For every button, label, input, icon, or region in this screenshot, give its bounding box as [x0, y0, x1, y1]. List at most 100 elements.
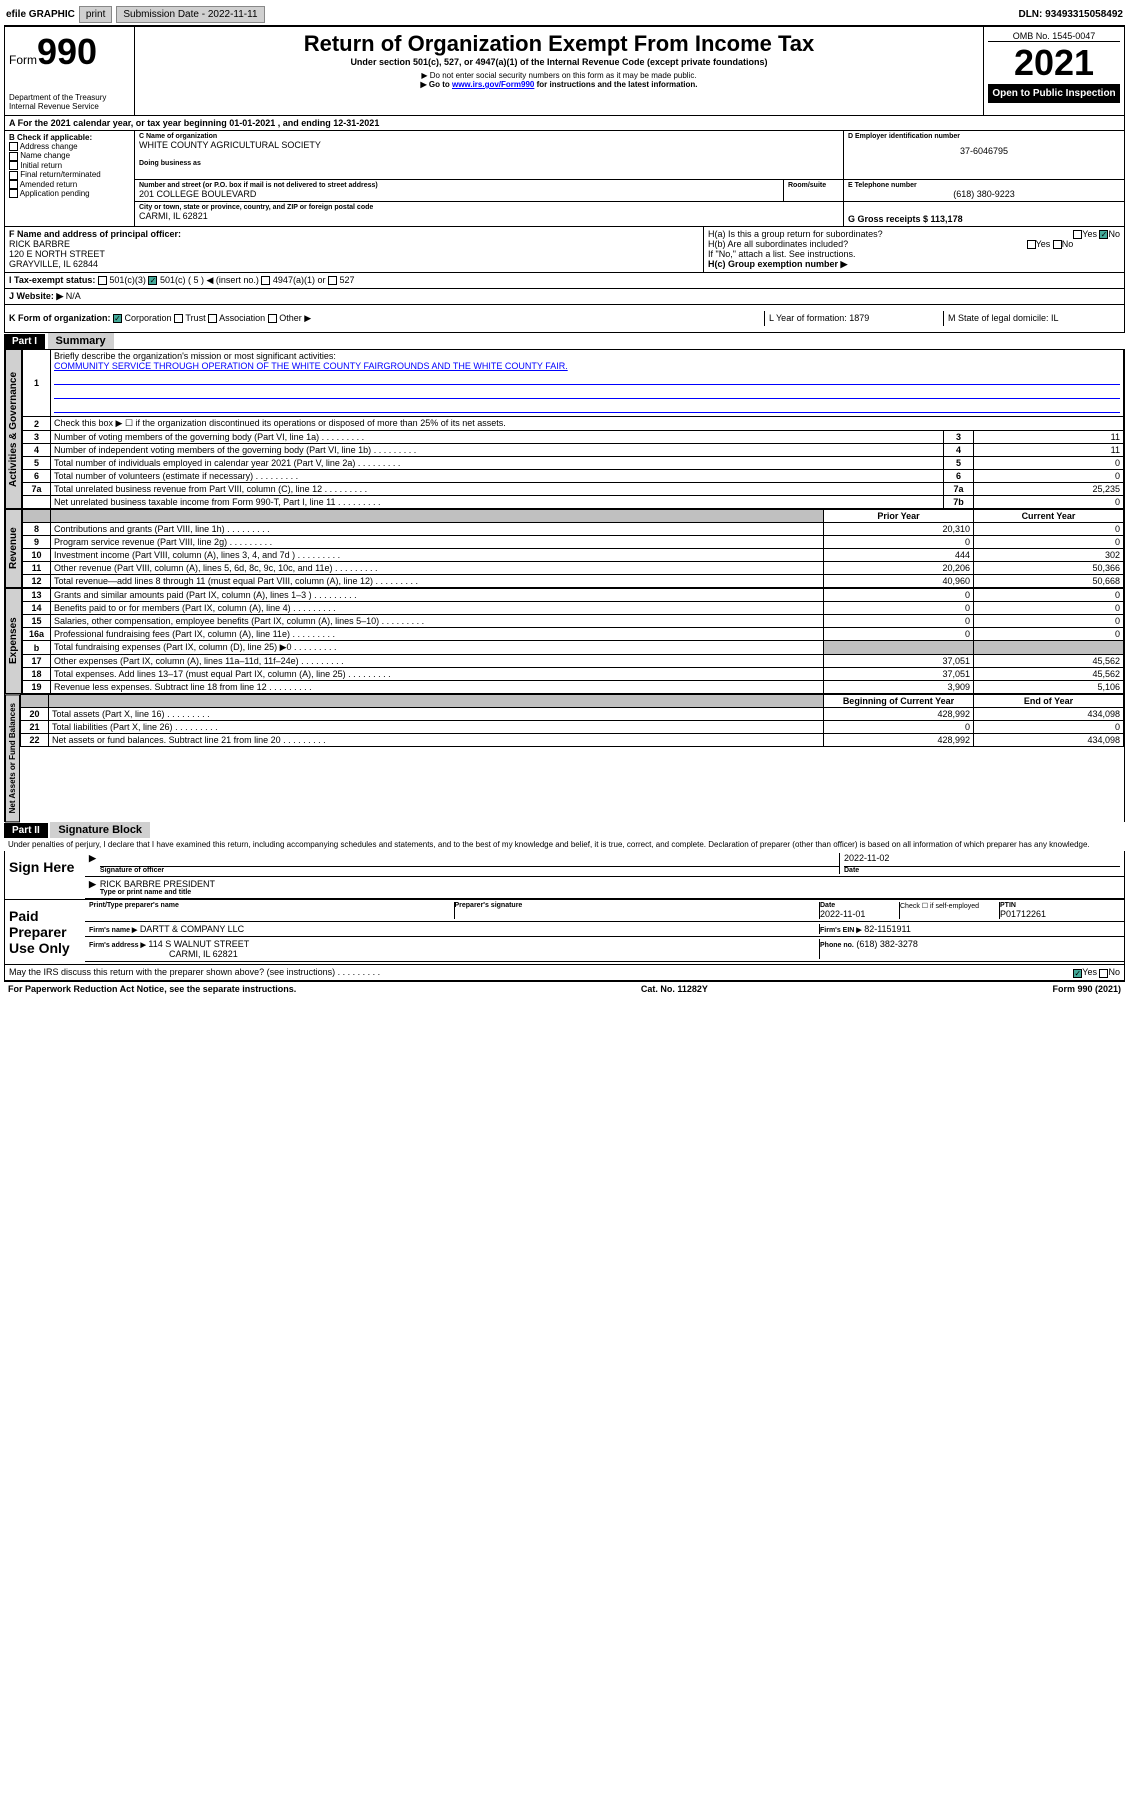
- part2-title: Signature Block: [50, 822, 150, 838]
- checkbox-final[interactable]: [9, 171, 18, 180]
- sig-date-label: Date: [844, 867, 1120, 874]
- form-num: 990: [37, 31, 97, 72]
- i-501c3: 501(c)(3): [109, 275, 146, 285]
- table-row: 16aProfessional fundraising fees (Part I…: [23, 628, 1124, 641]
- table-row: 14Benefits paid to or for members (Part …: [23, 602, 1124, 615]
- i-4947-cb[interactable]: [261, 276, 270, 285]
- part2-header: Part II: [4, 823, 48, 838]
- b-pending: Application pending: [9, 189, 130, 198]
- f-addr2: GRAYVILLE, IL 62844: [9, 259, 699, 269]
- hb-label: H(b) Are all subordinates included?: [708, 239, 848, 249]
- gov-table: 1 Briefly describe the organization's mi…: [22, 349, 1124, 509]
- addr-label: Number and street (or P.O. box if mail i…: [139, 182, 779, 189]
- k-assoc-cb[interactable]: [208, 314, 217, 323]
- table-row: 6Total number of volunteers (estimate if…: [23, 470, 1124, 483]
- irs-link[interactable]: www.irs.gov/Form990: [452, 80, 534, 89]
- arrow-icon-2: ▶: [89, 879, 96, 896]
- table-row: 7aTotal unrelated business revenue from …: [23, 483, 1124, 496]
- table-row: 15Salaries, other compensation, employee…: [23, 615, 1124, 628]
- city-cell: City or town, state or province, country…: [135, 202, 844, 226]
- col-current: Current Year: [974, 510, 1124, 523]
- city-value: CARMI, IL 62821: [139, 211, 839, 221]
- table-row: 21Total liabilities (Part X, line 26)00: [21, 721, 1124, 734]
- addr-cell: Number and street (or P.O. box if mail i…: [135, 180, 784, 201]
- table-row: bTotal fundraising expenses (Part IX, co…: [23, 641, 1124, 655]
- table-row: 22Net assets or fund balances. Subtract …: [21, 734, 1124, 747]
- table-row: 13Grants and similar amounts paid (Part …: [23, 589, 1124, 602]
- i-527-cb[interactable]: [328, 276, 337, 285]
- f-label: F Name and address of principal officer:: [9, 229, 699, 239]
- h-cell: H(a) Is this a group return for subordin…: [704, 227, 1124, 272]
- prep-sig-label: Preparer's signature: [455, 902, 820, 909]
- line-i: I Tax-exempt status: 501(c)(3) ✓ 501(c) …: [4, 273, 1125, 289]
- section-fh: F Name and address of principal officer:…: [4, 227, 1125, 273]
- form-prefix: Form: [9, 53, 37, 67]
- table-row: 10Investment income (Part VIII, column (…: [23, 549, 1124, 562]
- dba-label: Doing business as: [139, 160, 839, 167]
- col-prior: Prior Year: [824, 510, 974, 523]
- k-assoc: Association: [219, 313, 265, 323]
- hb-yes[interactable]: [1027, 240, 1036, 249]
- prep-name-label: Print/Type preparer's name: [89, 902, 454, 909]
- checkbox-address[interactable]: [9, 142, 18, 151]
- dept-treasury: Department of the Treasury: [9, 93, 130, 102]
- section-bg: B Check if applicable: Address change Na…: [4, 131, 1125, 227]
- addr-value: 201 COLLEGE BOULEVARD: [139, 189, 779, 199]
- firm-name: DARTT & COMPANY LLC: [140, 924, 244, 934]
- discuss-yes[interactable]: ✓: [1073, 969, 1082, 978]
- ptin: P01712261: [1000, 909, 1120, 919]
- hc-row: H(c) Group exemption number ▶: [708, 259, 1120, 270]
- k-trust-cb[interactable]: [174, 314, 183, 323]
- may-discuss-row: May the IRS discuss this return with the…: [4, 965, 1125, 980]
- checkbox-amended[interactable]: [9, 180, 18, 189]
- i-cell: I Tax-exempt status: 501(c)(3) ✓ 501(c) …: [5, 273, 1124, 288]
- i-label: I Tax-exempt status:: [9, 275, 95, 285]
- dln-label: DLN: 93493315058492: [1018, 9, 1123, 20]
- table-row: 17Other expenses (Part IX, column (A), l…: [23, 655, 1124, 668]
- k-other-cb[interactable]: [268, 314, 277, 323]
- e-value: (618) 380-9223: [848, 189, 1120, 199]
- form-title: Return of Organization Exempt From Incom…: [139, 31, 979, 57]
- ha-yes[interactable]: [1073, 230, 1082, 239]
- submission-date-button[interactable]: Submission Date - 2022-11-11: [116, 6, 264, 23]
- i-4947: 4947(a)(1) or: [273, 275, 326, 285]
- sign-here-label: Sign Here: [5, 851, 85, 899]
- header-left: Form990 Department of the Treasury Inter…: [5, 27, 135, 115]
- table-row: 8Contributions and grants (Part VIII, li…: [23, 523, 1124, 536]
- checkbox-initial[interactable]: [9, 161, 18, 170]
- form-number: Form990: [9, 31, 130, 73]
- omb-number: OMB No. 1545-0047: [988, 31, 1120, 42]
- part2-header-row: Part II Signature Block: [4, 822, 1125, 838]
- table-row: 19Revenue less expenses. Subtract line 1…: [23, 681, 1124, 694]
- d-label: D Employer identification number: [848, 133, 1120, 140]
- line-a: A For the 2021 calendar year, or tax yea…: [4, 116, 1125, 131]
- j-value: N/A: [66, 291, 81, 301]
- checkbox-name[interactable]: [9, 152, 18, 161]
- print-button[interactable]: print: [79, 6, 112, 23]
- header-right: OMB No. 1545-0047 2021 Open to Public In…: [984, 27, 1124, 115]
- k-corp-cb[interactable]: ✓: [113, 314, 122, 323]
- col-b: B Check if applicable: Address change Na…: [5, 131, 135, 226]
- line1-value: COMMUNITY SERVICE THROUGH OPERATION OF T…: [54, 361, 1120, 371]
- checkbox-pending[interactable]: [9, 189, 18, 198]
- table-row: 12Total revenue—add lines 8 through 11 (…: [23, 575, 1124, 588]
- m-cell: M State of legal domicile: IL: [944, 311, 1124, 326]
- i-501c3-cb[interactable]: [98, 276, 107, 285]
- room-label: Room/suite: [788, 182, 839, 189]
- topbar: efile GRAPHIC print Submission Date - 20…: [4, 4, 1125, 26]
- part1-header: Part I: [4, 334, 45, 349]
- table-row: 4Number of independent voting members of…: [23, 444, 1124, 457]
- d-value: 37-6046795: [848, 146, 1120, 156]
- part1-header-row: Part I Summary: [4, 333, 1125, 349]
- table-row: Net unrelated business taxable income fr…: [23, 496, 1124, 509]
- i-501c-cb[interactable]: ✓: [148, 276, 157, 285]
- k-trust: Trust: [185, 313, 205, 323]
- irs-label: Internal Revenue Service: [9, 102, 130, 111]
- table-row: 3Number of voting members of the governi…: [23, 431, 1124, 444]
- firm-addr-label: Firm's address ▶: [89, 942, 146, 949]
- hb-no[interactable]: [1053, 240, 1062, 249]
- net-table: Beginning of Current YearEnd of Year 20T…: [20, 694, 1124, 747]
- vtab-net: Net Assets or Fund Balances: [5, 694, 20, 822]
- col-end: End of Year: [974, 695, 1124, 708]
- officer-label: Type or print name and title: [100, 889, 1120, 896]
